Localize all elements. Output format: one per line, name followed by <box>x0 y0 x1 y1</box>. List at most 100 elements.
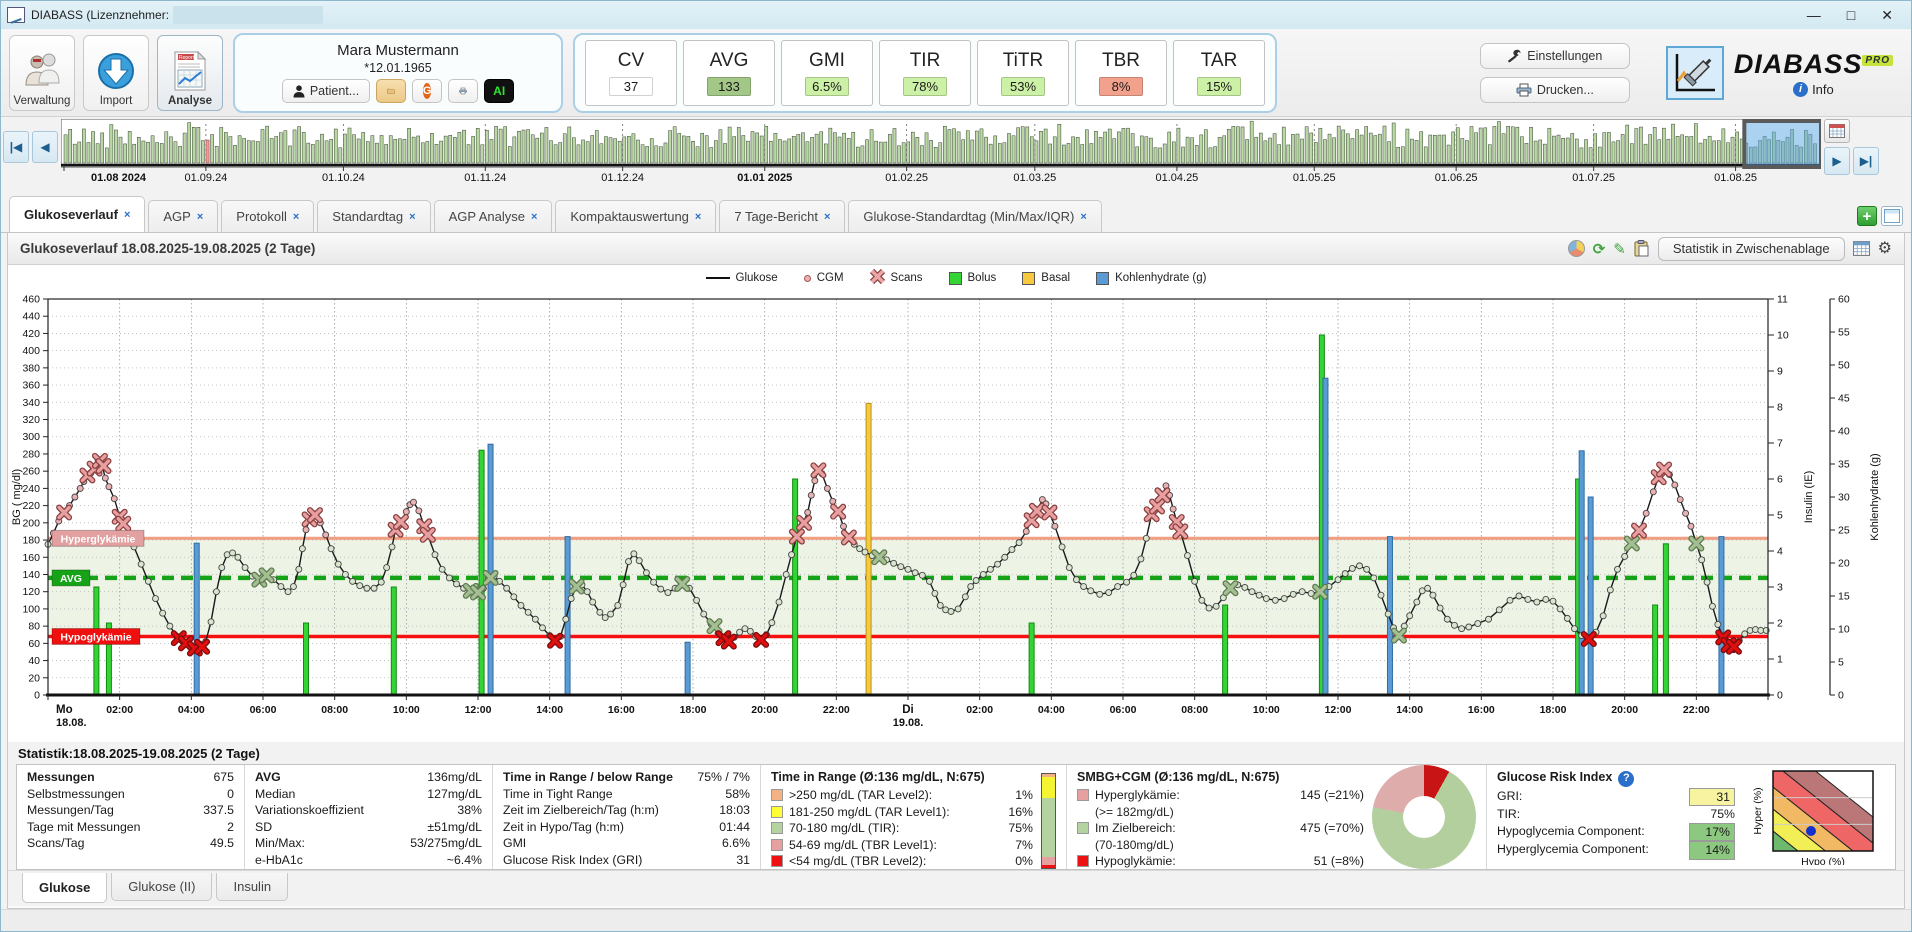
cgm-point[interactable] <box>1002 554 1008 560</box>
cgm-point[interactable] <box>153 596 159 602</box>
tab-glukose-standardtag-min-max-iqr-[interactable]: Glukose-Standardtag (Min/Max/IQR)× <box>848 200 1101 232</box>
tab-standardtag[interactable]: Standardtag× <box>317 200 430 232</box>
cgm-point[interactable] <box>968 584 974 590</box>
cgm-point[interactable] <box>1192 578 1198 584</box>
cgm-point[interactable] <box>1615 566 1621 572</box>
timeline-last-button[interactable]: ▶| <box>1853 147 1879 175</box>
cgm-point[interactable] <box>1081 584 1087 590</box>
cgm-point[interactable] <box>1097 591 1103 597</box>
cgm-point[interactable] <box>1299 589 1305 595</box>
cgm-point[interactable] <box>1688 523 1694 529</box>
cgm-point[interactable] <box>1699 557 1705 563</box>
cgm-point[interactable] <box>1052 523 1058 529</box>
cgm-point[interactable] <box>1407 613 1413 619</box>
tab-close-icon[interactable]: × <box>695 211 701 223</box>
cgm-point[interactable] <box>454 581 460 587</box>
cgm-point[interactable] <box>995 561 1001 567</box>
cgm-point[interactable] <box>439 566 445 572</box>
cgm-point[interactable] <box>830 498 836 504</box>
cgm-point[interactable] <box>219 565 225 571</box>
cgm-point[interactable] <box>590 599 596 605</box>
cgm-point[interactable] <box>1715 621 1721 627</box>
bottom-tab-glukose-ii-[interactable]: Glukose (II) <box>111 873 212 901</box>
bolus-bar[interactable] <box>1029 623 1034 695</box>
cgm-point[interactable] <box>789 552 795 558</box>
carb-bar[interactable] <box>1323 378 1328 695</box>
settings-button[interactable]: Einstellungen <box>1480 43 1630 69</box>
cgm-point[interactable] <box>1342 571 1348 577</box>
cgm-point[interactable] <box>160 610 166 616</box>
cgm-point[interactable] <box>1272 597 1278 603</box>
printer-icon[interactable] <box>448 79 478 103</box>
cgm-point[interactable] <box>1249 589 1255 595</box>
cgm-point[interactable] <box>285 589 291 595</box>
cgm-point[interactable] <box>364 585 370 591</box>
cgm-point[interactable] <box>1437 605 1443 611</box>
cgm-point[interactable] <box>1486 616 1492 622</box>
cgm-point[interactable] <box>403 509 409 515</box>
cgm-point[interactable] <box>769 620 775 626</box>
carb-bar[interactable] <box>685 642 690 695</box>
nav-button-import[interactable]: Import <box>83 35 149 111</box>
glucose-chart[interactable]: HyperglykämieAVGHypoglykämie020406080100… <box>8 287 1904 739</box>
cgm-point[interactable] <box>1677 497 1683 503</box>
bottom-tab-insulin[interactable]: Insulin <box>216 873 288 901</box>
cgm-point[interactable] <box>563 616 569 622</box>
tab-close-icon[interactable]: × <box>409 211 415 223</box>
cgm-point[interactable] <box>973 578 979 584</box>
carb-bar[interactable] <box>194 543 199 695</box>
cgm-point[interactable] <box>651 579 657 585</box>
cgm-point[interactable] <box>584 589 590 595</box>
cgm-point[interactable] <box>1143 535 1149 541</box>
cgm-point[interactable] <box>1349 565 1355 571</box>
bolus-bar[interactable] <box>1653 605 1658 695</box>
cgm-point[interactable] <box>1516 593 1522 599</box>
cgm-point[interactable] <box>1290 591 1296 597</box>
cgm-point[interactable] <box>1023 528 1029 534</box>
cgm-point[interactable] <box>446 575 452 581</box>
cgm-point[interactable] <box>296 566 302 572</box>
cgm-point[interactable] <box>77 485 83 491</box>
cgm-point[interactable] <box>1607 587 1613 593</box>
bottom-tab-glukose[interactable]: Glukose <box>22 873 107 903</box>
cgm-point[interactable] <box>620 582 626 588</box>
bolus-bar[interactable] <box>391 587 396 695</box>
calendar-icon[interactable] <box>1853 241 1870 256</box>
minimize-button[interactable]: — <box>1807 7 1821 24</box>
cgm-point[interactable] <box>1430 592 1436 598</box>
calendar-icon[interactable] <box>1824 119 1850 143</box>
cgm-point[interactable] <box>1466 624 1472 630</box>
cgm-point[interactable] <box>518 602 524 608</box>
cgm-point[interactable] <box>1622 553 1628 559</box>
carb-bar[interactable] <box>1579 451 1584 695</box>
bolus-bar[interactable] <box>1223 605 1228 695</box>
cgm-point[interactable] <box>1106 590 1112 596</box>
cgm-point[interactable] <box>1572 626 1578 632</box>
cgm-point[interactable] <box>737 629 743 635</box>
patient-button[interactable]: Patient... <box>282 79 370 103</box>
cgm-point[interactable] <box>299 546 305 552</box>
cgm-point[interactable] <box>980 571 986 577</box>
cgm-point[interactable] <box>857 546 863 552</box>
cgm-point[interactable] <box>1425 585 1431 591</box>
tab-close-icon[interactable]: × <box>1080 211 1086 223</box>
cgm-point[interactable] <box>862 549 868 555</box>
cgm-point[interactable] <box>532 616 538 622</box>
cgm-point[interactable] <box>1009 547 1015 553</box>
timeline-selection[interactable] <box>1744 121 1821 167</box>
cgm-point[interactable] <box>389 544 395 550</box>
cgm-point[interactable] <box>808 492 814 498</box>
cgm-point[interactable] <box>912 570 918 576</box>
timeline-prev-button[interactable]: ◀ <box>32 131 58 163</box>
copy-statistics-button[interactable]: Statistik in Zwischenablage <box>1658 237 1845 261</box>
cgm-point[interactable] <box>1672 482 1678 488</box>
cgm-point[interactable] <box>694 597 700 603</box>
cgm-point[interactable] <box>962 594 968 600</box>
tab-close-icon[interactable]: × <box>293 211 299 223</box>
cgm-point[interactable] <box>416 508 422 514</box>
cgm-point[interactable] <box>213 589 219 595</box>
cgm-point[interactable] <box>643 570 649 576</box>
add-report-button[interactable]: + <box>1857 206 1877 226</box>
cgm-point[interactable] <box>805 509 811 515</box>
cgm-point[interactable] <box>905 566 911 572</box>
